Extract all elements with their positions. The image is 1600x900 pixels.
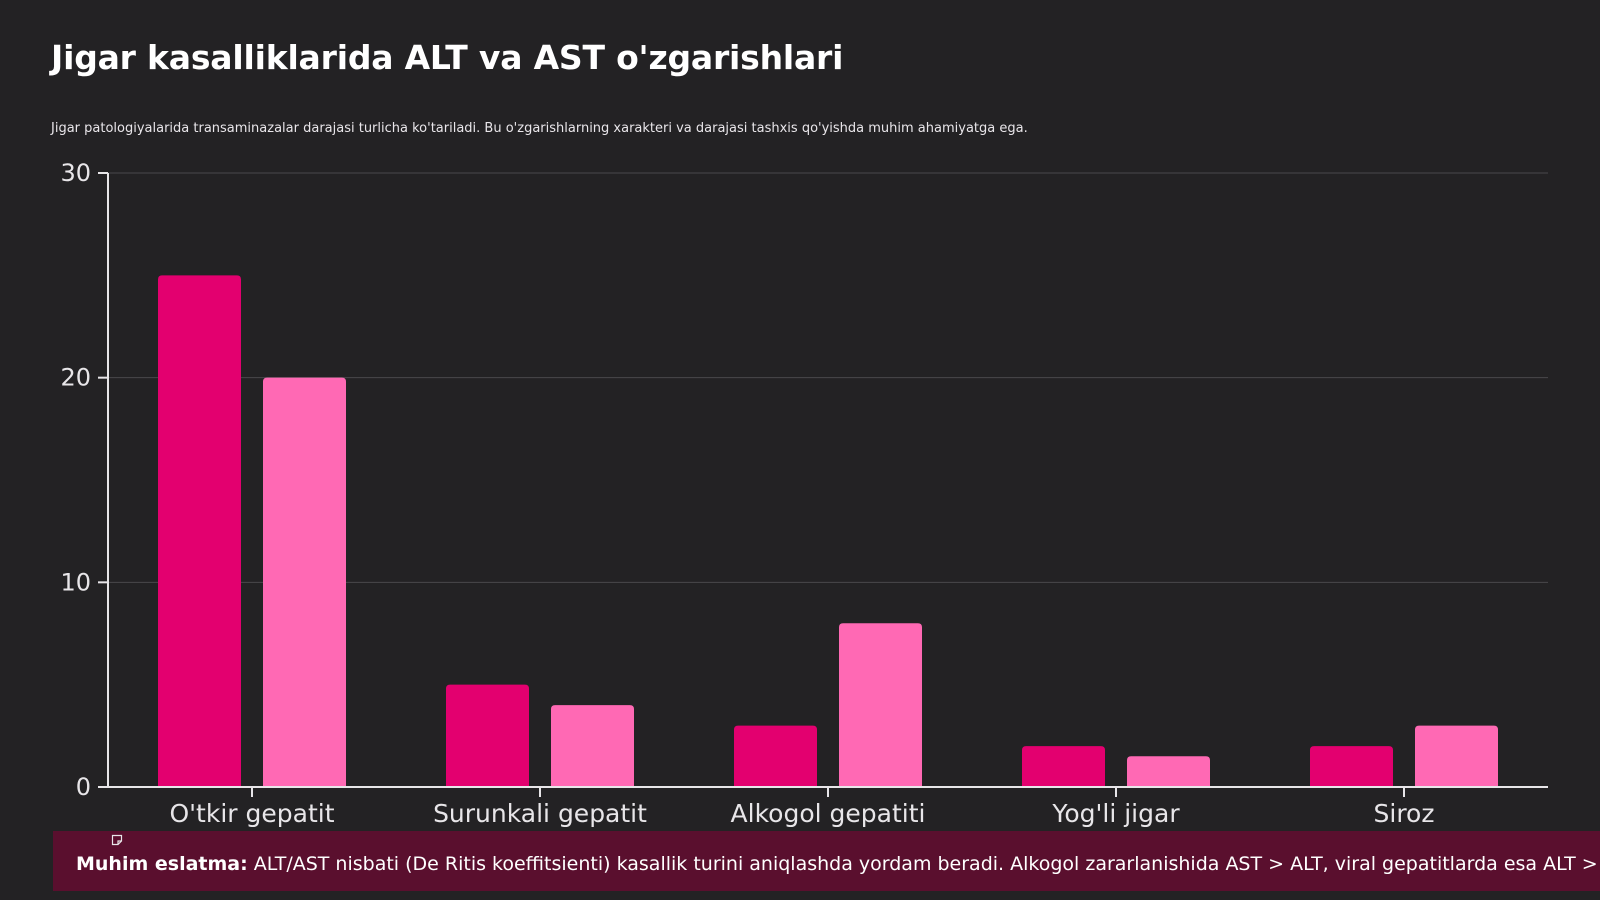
bar xyxy=(734,725,817,787)
bar xyxy=(1310,746,1393,787)
bar xyxy=(1127,756,1210,787)
bar xyxy=(263,377,346,787)
bar xyxy=(1415,725,1498,787)
chart-subtitle: Jigar patologiyalarida transaminazalar d… xyxy=(51,121,1028,136)
chart-title: Jigar kasalliklarida ALT va AST o'zgaris… xyxy=(51,38,844,77)
note-label: Muhim eslatma: xyxy=(76,853,248,875)
bar xyxy=(839,623,922,787)
x-tick-label: Alkogol gepatiti xyxy=(731,799,926,828)
y-tick-label: 10 xyxy=(60,568,91,596)
bar xyxy=(446,684,529,787)
note-box: Muhim eslatma: ALT/AST nisbati (De Ritis… xyxy=(53,831,1600,891)
y-tick-labels: 0 10 20 30 xyxy=(60,159,91,801)
note-icon xyxy=(111,834,123,846)
gridlines xyxy=(108,172,1548,583)
note-text: Muhim eslatma: ALT/AST nisbati (De Ritis… xyxy=(76,853,1600,875)
x-tick-label: Yog'li jigar xyxy=(1051,799,1180,828)
bar xyxy=(551,705,634,787)
note-body: ALT/AST nisbati (De Ritis koeffitsienti)… xyxy=(247,853,1600,875)
y-tick-label: 0 xyxy=(76,773,91,801)
x-tick-label: O'tkir gepatit xyxy=(170,799,335,828)
x-tick-labels: O'tkir gepatit Surunkali gepatit Alkogol g… xyxy=(170,799,1435,828)
x-tick-label: Siroz xyxy=(1374,799,1435,828)
bars xyxy=(158,275,1498,787)
axes xyxy=(98,172,1548,797)
x-tick-label: Surunkali gepatit xyxy=(433,799,647,828)
bar xyxy=(1022,746,1105,787)
y-tick-label: 20 xyxy=(60,364,91,392)
bar xyxy=(158,275,241,787)
y-tick-label: 30 xyxy=(60,159,91,187)
